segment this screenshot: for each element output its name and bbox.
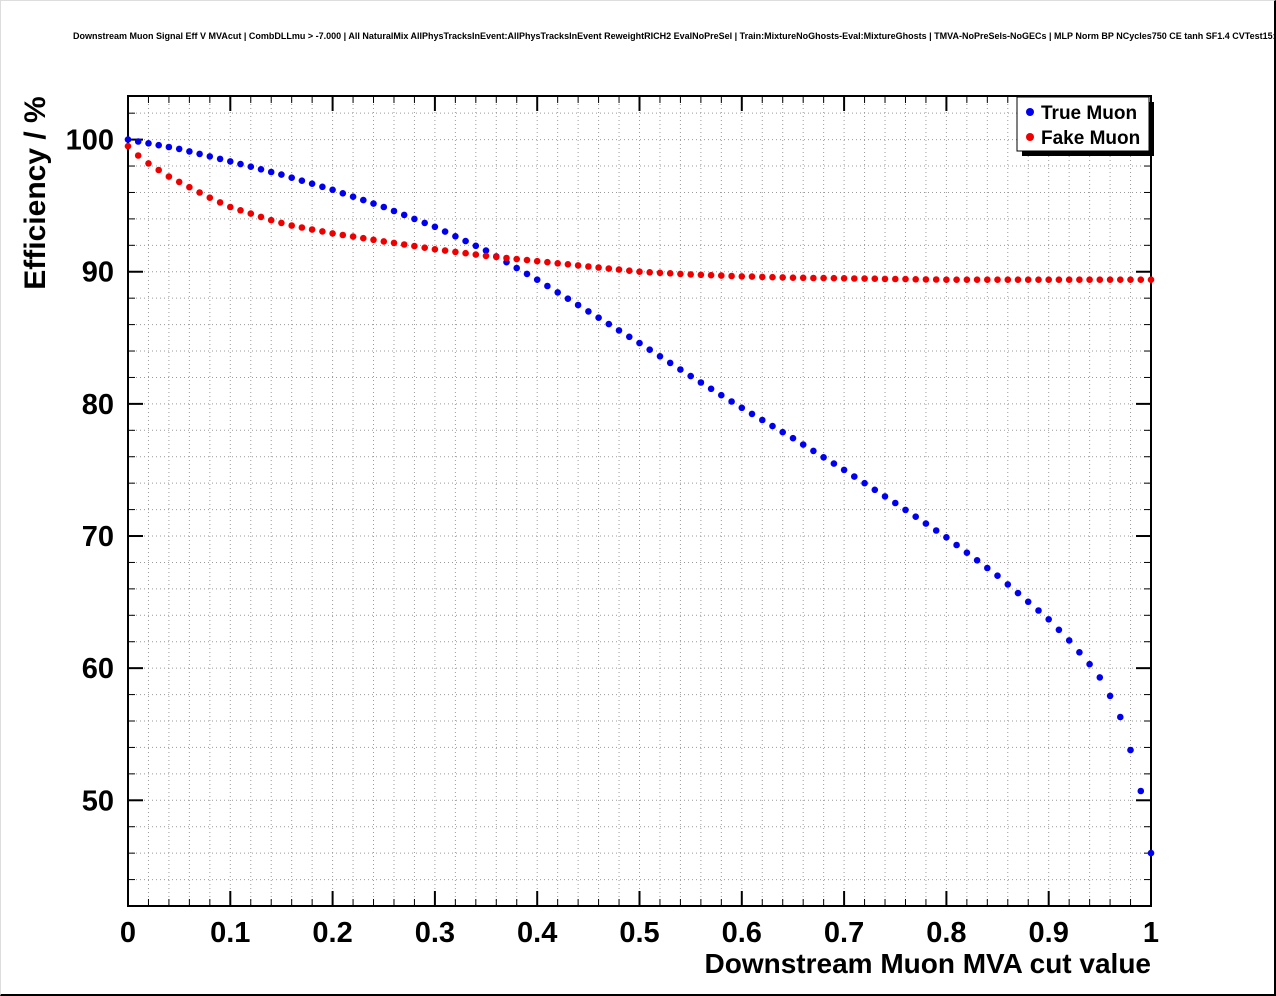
legend-marker-2 [1026,133,1034,141]
svg-text:1: 1 [1143,917,1159,949]
svg-text:0.3: 0.3 [415,917,455,949]
svg-text:100: 100 [66,125,114,157]
axis-ticks [127,96,1152,906]
y-tick-labels: 50 60 70 80 90 100 [66,125,114,818]
legend-box [1016,96,1150,152]
svg-text:0: 0 [120,917,136,949]
svg-text:70: 70 [82,521,114,553]
legend-label-1: True Muon [1041,103,1137,124]
svg-text:60: 60 [82,653,114,685]
legend-marker-1 [1026,108,1034,116]
plot-title: Downstream Muon Signal Eff V MVAcut | Co… [73,31,1276,41]
svg-text:0.9: 0.9 [1029,917,1069,949]
svg-text:0.7: 0.7 [824,917,864,949]
svg-text:0.1: 0.1 [210,917,250,949]
x-tick-labels: 0 0.1 0.2 0.3 0.4 0.5 0.6 0.7 0.8 0.9 1 [120,917,1159,949]
plot-frame [127,95,1152,907]
series-fake-muon [124,142,1155,284]
y-axis-title: Efficiency / % [19,96,52,289]
svg-text:0.6: 0.6 [722,917,762,949]
svg-text:0.5: 0.5 [619,917,659,949]
legend-label-2: Fake Muon [1041,128,1140,149]
svg-text:0.8: 0.8 [926,917,966,949]
x-axis-title: Downstream Muon MVA cut value [705,948,1152,979]
legend: True Muon Fake Muon [1016,96,1154,156]
svg-text:80: 80 [82,389,114,421]
svg-text:90: 90 [82,257,114,289]
svg-text:50: 50 [82,785,114,817]
svg-text:0.2: 0.2 [312,917,352,949]
grid [128,96,1151,906]
svg-text:0.4: 0.4 [517,917,557,949]
